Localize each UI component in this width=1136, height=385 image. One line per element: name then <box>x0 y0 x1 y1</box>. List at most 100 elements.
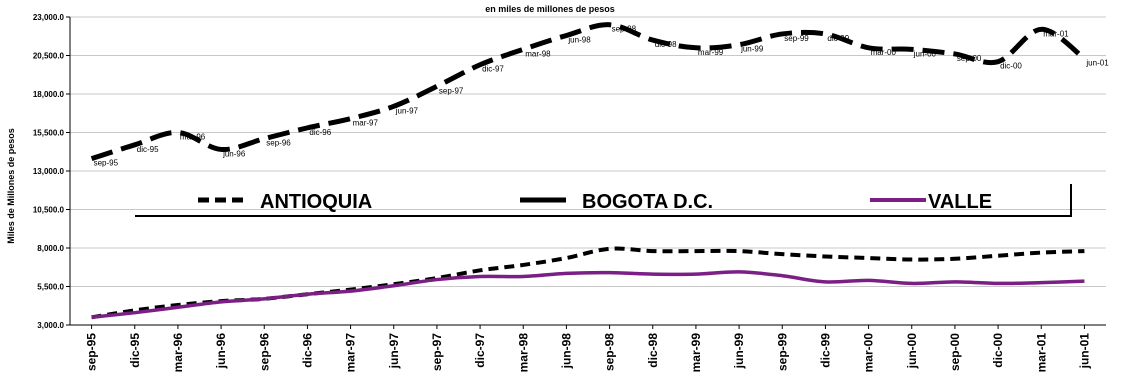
x-tick-label: sep-96 <box>257 333 271 371</box>
data-label: dic-98 <box>655 40 677 49</box>
y-tick-label: 13,000.0 <box>33 167 65 176</box>
data-point-valle <box>393 285 395 287</box>
y-tick-label: 8,000.0 <box>37 244 64 253</box>
x-tick-label: mar-97 <box>344 333 358 373</box>
data-point-bogota-d-c <box>90 157 92 159</box>
x-tick-label: mar-01 <box>1034 333 1048 373</box>
data-point-bogota-d-c <box>824 33 826 35</box>
data-label: mar-00 <box>871 48 897 57</box>
y-tick-label: 3,000.0 <box>37 321 64 330</box>
data-label: sep-99 <box>784 34 809 43</box>
y-tick-label: 15,500.0 <box>33 129 65 138</box>
data-point-bogota-d-c <box>652 39 654 41</box>
y-tick-label: 23,000.0 <box>33 13 65 22</box>
data-point-bogota-d-c <box>436 85 438 87</box>
y-tick-label: 5,500.0 <box>37 283 64 292</box>
series-line-antioquia <box>91 246 1085 320</box>
data-point-bogota-d-c <box>867 47 869 49</box>
data-point-bogota-d-c <box>393 105 395 107</box>
data-point-antioquia <box>867 257 869 259</box>
x-tick-label: dic-98 <box>646 333 660 368</box>
data-label: jun-97 <box>395 106 419 115</box>
data-point-bogota-d-c <box>911 48 913 50</box>
axes <box>69 17 1106 329</box>
data-point-antioquia <box>1040 251 1042 253</box>
data-label: sep-97 <box>439 86 464 95</box>
data-point-bogota-d-c <box>738 44 740 46</box>
x-tick-label: mar-96 <box>171 333 185 373</box>
data-point-bogota-d-c <box>565 34 567 36</box>
data-point-bogota-d-c <box>522 48 524 50</box>
series-line-bogota-d-c <box>90 22 1086 162</box>
data-label: sep-96 <box>266 139 291 148</box>
data-point-bogota-d-c <box>220 148 222 150</box>
data-label: jun-99 <box>740 45 764 54</box>
data-point-bogota-d-c <box>997 60 999 62</box>
data-point-antioquia <box>1083 250 1085 252</box>
x-tick-label: dic-00 <box>991 333 1005 368</box>
data-point-antioquia <box>911 258 913 260</box>
data-point-valle <box>824 281 826 283</box>
data-point-bogota-d-c <box>306 127 308 129</box>
data-point-valle <box>306 293 308 295</box>
data-point-valle <box>954 281 956 283</box>
x-tick-label: dic-95 <box>128 333 142 368</box>
x-tick-label: mar-98 <box>516 333 530 373</box>
data-label: mar-01 <box>1043 29 1069 38</box>
data-point-bogota-d-c <box>134 144 136 146</box>
x-tick-label: sep-99 <box>775 333 789 371</box>
data-point-valle <box>652 273 654 275</box>
series-line-valle <box>91 270 1085 320</box>
x-tick-label: jun-97 <box>387 333 401 370</box>
data-point-bogota-d-c <box>954 53 956 55</box>
data-point-bogota-d-c <box>263 137 265 139</box>
series-layer <box>90 22 1086 320</box>
point-labels: sep-95 dic-95 mar-96 jun-96 sep-96 dic-96 mar-… <box>94 25 1110 168</box>
grid <box>66 16 1106 326</box>
x-tick-label: mar-99 <box>689 333 703 373</box>
y-tick-label: 10,500.0 <box>33 206 65 215</box>
data-point-antioquia <box>954 258 956 260</box>
data-label: jun-98 <box>567 35 591 44</box>
data-point-valle <box>522 275 524 277</box>
y-tick-label: 18,000.0 <box>33 90 65 99</box>
data-point-valle <box>867 279 869 281</box>
data-label: dic-00 <box>1000 62 1022 71</box>
data-point-bogota-d-c <box>349 117 351 119</box>
y-tick-label: 20,500.0 <box>33 52 65 61</box>
data-point-valle <box>436 278 438 280</box>
x-tick-labels: sep-95 dic-95 mar-96 jun-96 sep-96 dic-96 mar-… <box>85 333 1092 373</box>
data-point-antioquia <box>479 269 481 271</box>
data-point-valle <box>220 301 222 303</box>
data-label: sep-95 <box>94 159 119 168</box>
data-label: dic-97 <box>482 65 504 74</box>
data-point-antioquia <box>997 255 999 257</box>
data-point-valle <box>349 290 351 292</box>
data-point-bogota-d-c <box>479 64 481 66</box>
data-point-antioquia <box>738 250 740 252</box>
data-point-valle <box>479 275 481 277</box>
data-point-bogota-d-c <box>781 33 783 35</box>
legend-label-valle: VALLE <box>928 191 992 213</box>
data-point-valle <box>781 275 783 277</box>
data-label: dic-99 <box>827 34 849 43</box>
x-tick-label: jun-99 <box>732 333 746 370</box>
data-point-antioquia <box>652 250 654 252</box>
data-point-antioquia <box>824 255 826 257</box>
data-point-valle <box>997 282 999 284</box>
x-tick-label: jun-01 <box>1077 333 1091 370</box>
y-axis-label: Miles de Millones de pesos <box>6 128 16 244</box>
data-label: mar-96 <box>180 133 206 142</box>
data-label: jun-01 <box>1085 59 1109 68</box>
data-point-bogota-d-c <box>608 24 610 26</box>
data-point-valle <box>738 271 740 273</box>
data-label: dic-96 <box>309 128 331 137</box>
chart-title: en miles de millones de pesos <box>485 4 615 14</box>
legend: ANTIOQUIA BOGOTA D.C. VALLE <box>135 184 1072 217</box>
x-tick-label: jun-98 <box>559 333 573 370</box>
x-tick-label: sep-00 <box>948 333 962 371</box>
x-tick-label: dic-97 <box>473 333 487 368</box>
data-point-valle <box>695 273 697 275</box>
y-tick-labels: 3,000.0 5,500.0 8,000.0 10,500.0 13,000.0 15,… <box>33 13 65 330</box>
